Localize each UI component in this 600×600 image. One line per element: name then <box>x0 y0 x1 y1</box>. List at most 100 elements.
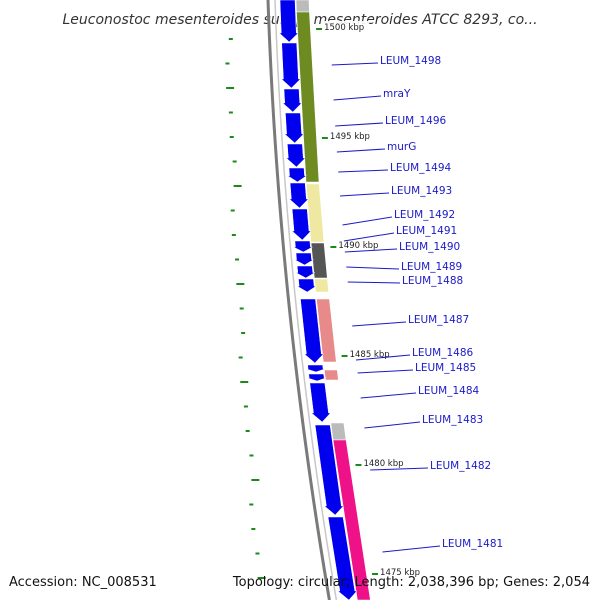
kbp-label: 1485 kbp <box>350 350 390 360</box>
gc-tick <box>241 332 246 334</box>
backbone <box>266 0 338 600</box>
kbp-label-bg <box>336 239 384 250</box>
kbp-label: 1475 kbp <box>380 568 420 578</box>
gene-label-leader <box>346 266 400 270</box>
cog-block <box>310 242 328 279</box>
kbp-tick <box>341 355 348 357</box>
kbp-label-bg <box>378 566 426 577</box>
gene-label-murg: murG <box>387 141 416 153</box>
gc-tick <box>229 136 234 138</box>
kbp-tick <box>321 137 328 139</box>
gene-arrow <box>327 516 358 600</box>
kbp-label: 1490 kbp <box>338 241 378 251</box>
topology-text: Topology: circular; Length: 2,038,396 bp… <box>232 575 590 590</box>
gene-arrow <box>288 182 309 209</box>
kbp-label-bg <box>327 130 376 141</box>
cog-block <box>296 11 320 183</box>
gene-label-leum_1489: LEUM_1489 <box>401 261 462 273</box>
gc-tick <box>251 479 260 481</box>
gene-arrow <box>286 167 308 183</box>
kbp-label-bg <box>322 21 370 32</box>
kbp-markers: 1500 kbp 1495 kbp 1490 kbp 1485 kbp 1480 kbp… <box>316 21 426 578</box>
gene-label-leum_1490: LEUM_1490 <box>399 241 460 253</box>
gc-tick <box>243 405 248 408</box>
kbp-label-bg <box>361 457 409 468</box>
gene-arrow <box>295 265 316 279</box>
gene-label-leader <box>343 232 395 242</box>
gene-label-leader <box>360 392 417 399</box>
gene-label-leum_1492: LEUM_1492 <box>394 209 455 221</box>
gc-tick <box>232 160 237 163</box>
gene-label-leum_1483: LEUM_1483 <box>422 414 483 426</box>
gene-label-leum_1491: LEUM_1491 <box>396 225 457 237</box>
kbp-label: 1480 kbp <box>363 459 403 469</box>
gene-arrow <box>309 382 332 423</box>
gc-tick <box>251 528 256 530</box>
kbp-tick <box>316 28 323 30</box>
gene-label-leader <box>347 281 401 284</box>
gene-labels: LEUM_1498 mraY LEUM_1496 murG LEUM_1494 LEUM_… <box>331 55 503 553</box>
gene-label-leader <box>331 62 379 66</box>
gene-label-leader <box>352 321 407 327</box>
gc-tick <box>236 283 245 285</box>
gc-tick <box>231 234 236 236</box>
gene-label-leader <box>342 216 393 226</box>
gene-label-leader <box>357 369 414 374</box>
gene-label-leader <box>344 248 398 253</box>
gene-label-leum_1485: LEUM_1485 <box>415 362 476 374</box>
gene-arrow <box>293 240 313 253</box>
gene-label-leader <box>335 122 384 127</box>
gene-arrow <box>283 112 305 144</box>
gc-tick <box>249 503 254 506</box>
gene-label-leader <box>370 467 429 471</box>
gc-tick <box>249 454 254 457</box>
gene-label-leader <box>356 354 411 361</box>
gene-arrow <box>307 373 327 382</box>
kbp-tick <box>355 464 362 466</box>
gene-label-leader <box>336 148 386 153</box>
cog-track <box>295 0 371 600</box>
backbone-line <box>266 0 331 600</box>
gene-label-mray: mraY <box>383 88 411 100</box>
gc-tick <box>225 62 230 65</box>
gc-tick <box>235 258 240 261</box>
gene-track <box>278 0 358 600</box>
gc-tick <box>255 552 260 555</box>
kbp-tick <box>372 573 379 575</box>
gene-label-leum_1487: LEUM_1487 <box>408 314 469 326</box>
gene-label-leum_1488: LEUM_1488 <box>402 275 463 287</box>
gene-arrow <box>314 424 344 516</box>
kbp-tick <box>330 246 337 248</box>
gene-arrow <box>285 143 306 168</box>
gene-arrow <box>296 278 317 293</box>
gene-label-leader <box>333 95 382 101</box>
gene-label-leum_1486: LEUM_1486 <box>412 347 474 359</box>
gc-tick <box>228 111 233 114</box>
gene-label-leum_1482: LEUM_1482 <box>430 460 491 472</box>
cog-block <box>314 278 330 293</box>
gc-tick <box>228 38 233 40</box>
gene-arrow <box>282 88 303 113</box>
gc-tick <box>230 209 235 212</box>
gene-arrow <box>280 42 302 89</box>
gc-tick <box>245 430 250 432</box>
gc-tick <box>257 577 266 579</box>
gc-tick <box>233 185 242 187</box>
gene-label-leum_1496: LEUM_1496 <box>385 115 447 127</box>
gc-tick <box>240 381 249 383</box>
backbone-line <box>274 0 338 600</box>
gene-label-leum_1484: LEUM_1484 <box>418 385 480 397</box>
cog-block <box>295 0 310 13</box>
gene-arrow <box>291 208 312 241</box>
accession-text: Accession: NC_008531 <box>9 575 157 590</box>
gene-arrow <box>300 298 324 364</box>
cog-block <box>323 369 339 381</box>
gene-arrow <box>278 0 299 43</box>
gene-label-leum_1498: LEUM_1498 <box>380 55 441 67</box>
gene-label-leader <box>338 169 389 173</box>
gene-label-leum_1481: LEUM_1481 <box>442 538 503 550</box>
gene-arrow <box>294 252 315 266</box>
gene-arrow <box>306 364 326 373</box>
cog-block <box>316 298 337 363</box>
